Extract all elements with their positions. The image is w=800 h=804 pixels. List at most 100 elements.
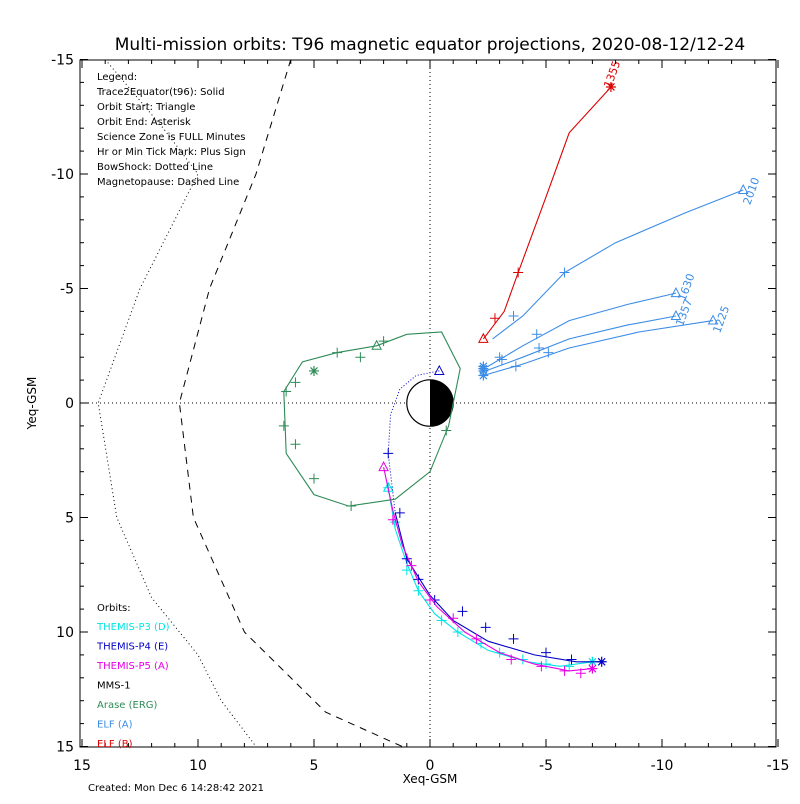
orbit-line: [283, 331, 461, 507]
tick-mark-plus: [506, 654, 517, 665]
orbit-time-label: 1225: [710, 304, 732, 335]
orbit-line: [492, 189, 744, 340]
tick-mark-plus: [413, 574, 424, 585]
orbit-start-triangle: [670, 287, 682, 298]
orbits-legend-entry: THEMIS-P4 (E): [96, 642, 168, 653]
tick-mark-plus: [496, 354, 507, 365]
tick-mark-plus: [413, 585, 424, 596]
tick-mark-plus: [480, 622, 491, 633]
orbits-legend-entry: ELF (A): [97, 720, 133, 731]
orbit-start-triangle: [371, 339, 382, 350]
orbit-time-label: 1630: [676, 272, 698, 303]
orbit-series: [278, 331, 461, 512]
y-tick-label: 0: [65, 396, 74, 412]
legend-entry: Hr or Min Tick Mark: Plus Sign: [97, 147, 246, 158]
tick-mark-plus: [441, 425, 452, 436]
tick-mark-plus: [543, 347, 554, 358]
legend-entry: Legend:: [97, 72, 137, 83]
y-tick-label: 10: [56, 625, 74, 641]
tick-mark-plus: [564, 661, 575, 672]
orbit-start-triangle: [478, 332, 489, 343]
tick-mark-plus: [513, 267, 524, 278]
orbit-line: [485, 315, 677, 372]
orbit-time-label: 1355: [601, 59, 623, 90]
x-axis-label: Xeq-GSM: [403, 772, 458, 786]
orbits-legend-entry: ELF (B): [97, 739, 133, 750]
orbit-line: [383, 466, 593, 672]
orbit-end-asterisk: [605, 81, 616, 92]
tick-mark-plus: [281, 386, 292, 397]
orbit-end-asterisk: [309, 365, 319, 376]
earth-night-side: [430, 379, 454, 427]
tick-mark-plus: [559, 665, 570, 676]
tick-mark-plus: [575, 668, 586, 679]
tick-mark-plus: [494, 352, 505, 363]
x-tick-label: 15: [73, 758, 91, 774]
tick-mark-plus: [346, 501, 357, 512]
tick-mark-plus: [508, 310, 519, 321]
tick-mark-plus: [290, 377, 301, 388]
orbit-start-triangle: [378, 461, 389, 472]
tick-mark-plus: [508, 633, 519, 644]
x-tick-label: -5: [539, 758, 553, 774]
tick-mark-plus: [394, 507, 405, 518]
orbit-start-triangle: [670, 309, 682, 320]
tick-mark-plus: [541, 647, 551, 658]
orbits-title: Orbits:: [97, 603, 131, 614]
tick-mark-plus: [457, 606, 468, 617]
orbits-legend-entry: Arase (ERG): [97, 700, 158, 711]
orbit-start-triangle: [737, 183, 749, 195]
orbit-end-asterisk: [478, 370, 489, 381]
x-tick-label: 0: [426, 758, 435, 774]
magnetopause-line: [178, 60, 403, 747]
tick-mark-plus: [510, 361, 521, 372]
orbits-legend-entry: MMS-1: [97, 681, 131, 692]
orbit-end-asterisk: [596, 656, 607, 667]
orbit-series: [478, 81, 616, 343]
orbit-line: [487, 292, 677, 367]
tick-mark-plus: [332, 347, 343, 358]
orbits-legend: Orbits: THEMIS-P3 (D) THEMIS-P4 (E) THEMIS…: [96, 603, 170, 750]
x-tick-label: -10: [651, 758, 674, 774]
tick-mark-plus: [559, 267, 570, 278]
orbit-series: [478, 309, 682, 376]
orbit-time-label: 1357: [673, 297, 695, 328]
orbits-legend-entry: THEMIS-P5 (A): [96, 661, 169, 672]
orbits-legend-entry: THEMIS-P3 (D): [96, 622, 170, 633]
orbit-start-triangle: [433, 364, 445, 375]
y-axis-label: Yeq-GSM: [25, 377, 39, 431]
legend-box: Legend: Trace2Equator(t96): Solid Orbit St…: [96, 72, 246, 188]
orbit-series: [382, 481, 598, 672]
bow-shock-line: [97, 60, 257, 747]
tick-mark-plus: [448, 613, 459, 624]
orbit-line: [394, 512, 602, 663]
legend-entry: Science Zone is FULL Minutes: [97, 132, 246, 143]
tick-mark-plus: [534, 343, 545, 354]
legend-entry: Magnetopause: Dashed Line: [97, 177, 239, 188]
orbit-line: [483, 320, 714, 377]
tick-mark-plus: [401, 565, 412, 576]
chart-title: Multi-mission orbits: T96 magnetic equat…: [115, 35, 746, 55]
tick-mark-plus: [566, 654, 577, 665]
tick-mark-plus: [378, 336, 389, 347]
y-tick-label: -5: [60, 282, 74, 298]
y-tick-label: -10: [51, 167, 74, 183]
tick-mark-plus: [531, 329, 542, 340]
tick-mark-plus: [355, 352, 366, 363]
tick-mark-plus: [309, 473, 319, 484]
tick-mark-plus: [406, 560, 417, 571]
legend-entry: Orbit End: Asterisk: [97, 117, 191, 128]
tick-mark-plus: [278, 420, 289, 431]
orbit-series: [478, 183, 749, 374]
orbit-end-asterisk: [587, 663, 598, 674]
y-tick-label: 5: [65, 511, 74, 527]
tick-mark-plus: [387, 514, 398, 525]
orbit-dotted-segment: [387, 370, 440, 513]
y-tick-label: -15: [51, 53, 74, 69]
legend-entry: BowShock: Dotted Line: [97, 162, 213, 173]
tick-mark-plus: [452, 627, 463, 637]
orbit-line: [482, 86, 612, 340]
tick-mark-plus: [436, 615, 447, 626]
tick-mark-plus: [383, 448, 394, 459]
x-tick-label: 5: [310, 758, 319, 774]
